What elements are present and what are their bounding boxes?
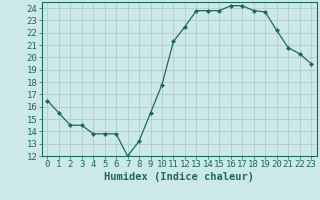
X-axis label: Humidex (Indice chaleur): Humidex (Indice chaleur)	[104, 172, 254, 182]
